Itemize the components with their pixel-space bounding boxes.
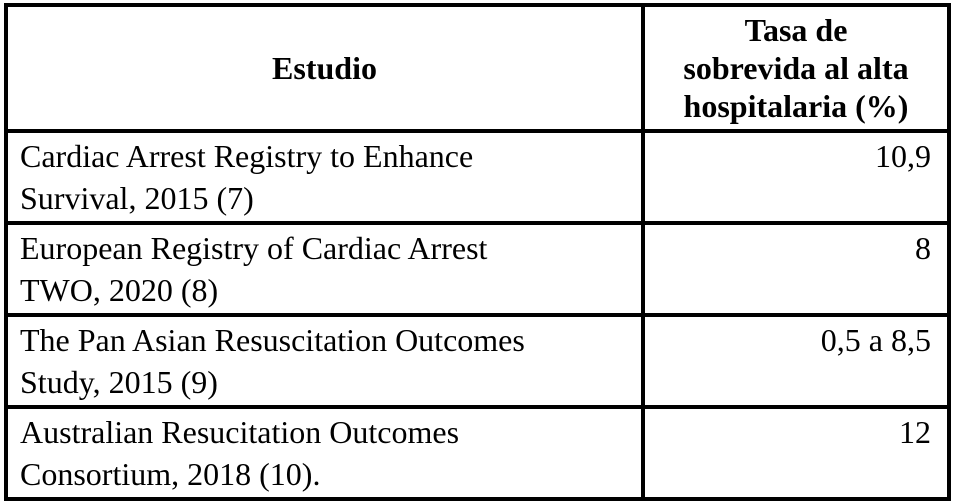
study-name-line-1: Cardiac Arrest Registry to Enhance bbox=[20, 138, 474, 174]
study-name-cell: The Pan Asian Resuscitation Outcomes Stu… bbox=[4, 313, 645, 409]
header-tasa-line-2: sobrevida al alta bbox=[683, 50, 909, 86]
header-row: Estudio Tasa de sobrevida al alta hospit… bbox=[4, 3, 951, 133]
study-name-line-1: European Registry of Cardiac Arrest bbox=[20, 230, 488, 266]
study-name-cell: Australian Resucitation Outcomes Consort… bbox=[4, 405, 645, 501]
study-name-line-1: Australian Resucitation Outcomes bbox=[20, 414, 460, 450]
survival-rate-cell: 0,5 a 8,5 bbox=[641, 313, 951, 409]
survival-rate-cell: 12 bbox=[641, 405, 951, 501]
study-name-line-2: Study, 2015 (9) bbox=[20, 364, 218, 400]
header-estudio-label: Estudio bbox=[272, 50, 377, 86]
table-row: Australian Resucitation Outcomes Consort… bbox=[4, 405, 951, 501]
study-name-line-2: Consortium, 2018 (10). bbox=[20, 456, 321, 492]
table-row: Cardiac Arrest Registry to Enhance Survi… bbox=[4, 129, 951, 225]
study-name-line-2: Survival, 2015 (7) bbox=[20, 180, 254, 216]
table-row: The Pan Asian Resuscitation Outcomes Stu… bbox=[4, 313, 951, 409]
survival-rate-cell: 8 bbox=[641, 221, 951, 317]
study-name-line-2: TWO, 2020 (8) bbox=[20, 272, 219, 308]
header-tasa-sobrevida: Tasa de sobrevida al alta hospitalaria (… bbox=[641, 3, 951, 133]
study-name-line-1: The Pan Asian Resuscitation Outcomes bbox=[20, 322, 525, 358]
header-tasa-line-1: Tasa de bbox=[744, 12, 848, 48]
study-name-cell: European Registry of Cardiac Arrest TWO,… bbox=[4, 221, 645, 317]
table-row: European Registry of Cardiac Arrest TWO,… bbox=[4, 221, 951, 317]
survival-rate-cell: 10,9 bbox=[641, 129, 951, 225]
header-tasa-line-3: hospitalaria (%) bbox=[683, 88, 909, 124]
survival-rate-table: Estudio Tasa de sobrevida al alta hospit… bbox=[4, 3, 951, 501]
study-name-cell: Cardiac Arrest Registry to Enhance Survi… bbox=[4, 129, 645, 225]
header-estudio: Estudio bbox=[4, 3, 645, 133]
